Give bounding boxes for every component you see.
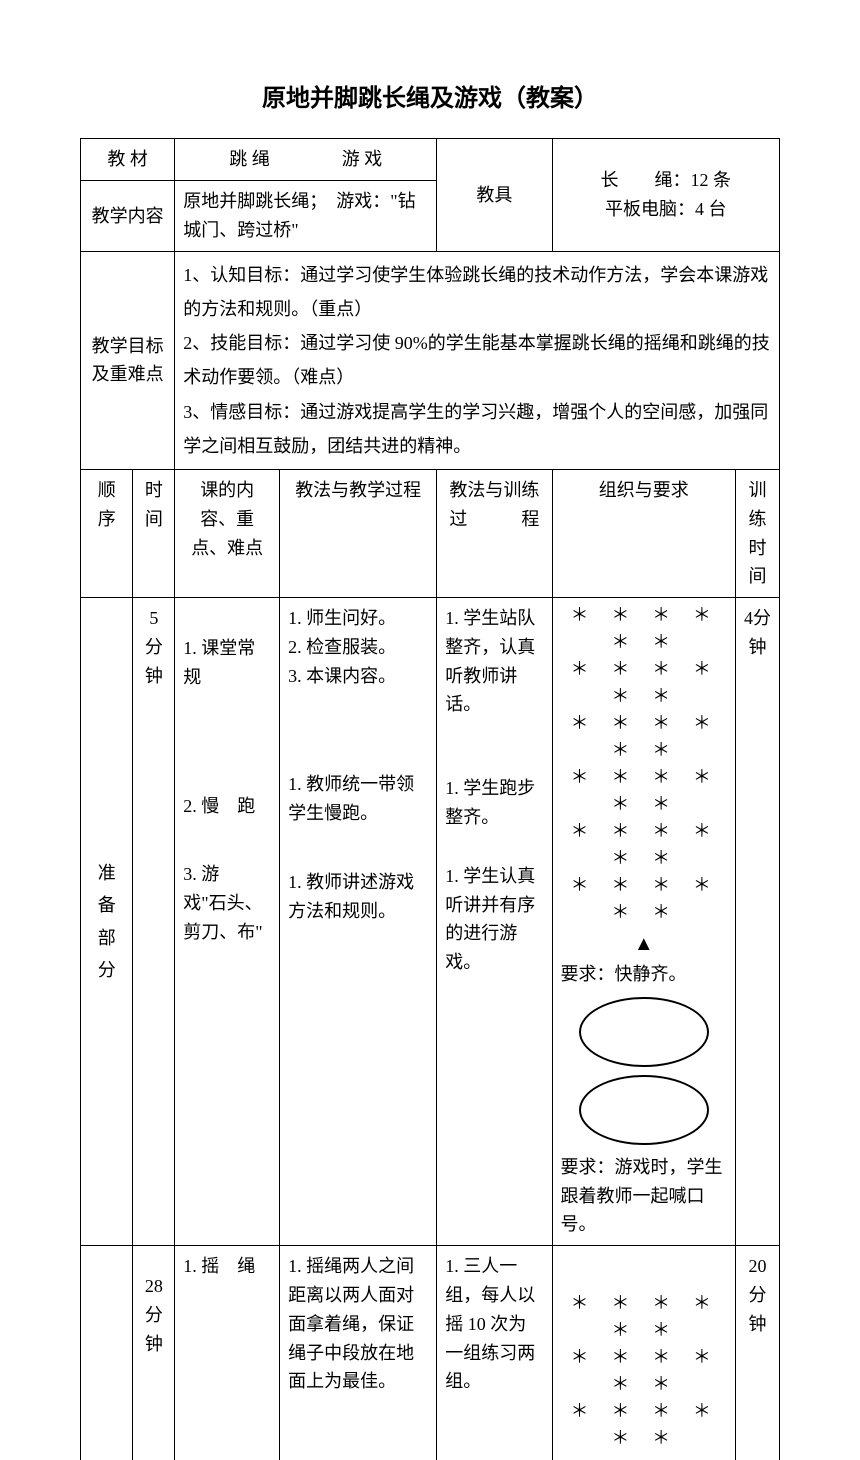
ellipse-shape bbox=[579, 1075, 709, 1145]
equipment-label: 教具 bbox=[437, 139, 552, 251]
prep-content: 1. 课堂常规 2. 慢 跑 3. 游 戏"石头、剪刀、布" bbox=[175, 598, 280, 1246]
prep-seq: 准备部分 bbox=[81, 598, 133, 1246]
main-content: 1. 摇 绳 bbox=[175, 1246, 280, 1460]
goals-label: 教学目标及重难点 bbox=[81, 251, 175, 469]
prep-training: 1. 学生站队整齐，认真听教师讲话。 1. 学生跑步整齐。 1. 学生认真听讲并… bbox=[437, 598, 552, 1246]
material-content: 跳 绳 游 戏 bbox=[175, 139, 437, 181]
lesson-plan-table: 教 材 跳 绳 游 戏 教具 长 绳：12 条 平板电脑：4 台 教学内容 原地… bbox=[80, 138, 780, 1460]
main-train-time: 20分钟 bbox=[735, 1246, 779, 1460]
prep-time: 5分钟 bbox=[133, 598, 175, 1246]
main-teaching: 1. 摇绳两人之间距离以两人面对面拿着绳，保证绳子中段放在地面上为最佳。 bbox=[280, 1246, 437, 1460]
main-seq bbox=[81, 1246, 133, 1460]
main-time: 28分钟 bbox=[133, 1246, 175, 1460]
equipment-content: 长 绳：12 条 平板电脑：4 台 bbox=[552, 139, 779, 251]
col-teaching: 教法与教学过程 bbox=[280, 469, 437, 597]
req-text-2: 要求：游戏时，学生跟着教师一起喊口号。 bbox=[561, 1153, 727, 1239]
col-seq: 顺序 bbox=[81, 469, 133, 597]
teacher-position-icon: ▲ bbox=[561, 928, 727, 960]
ellipse-shape bbox=[579, 997, 709, 1067]
req-text-1: 要求：快静齐。 bbox=[561, 960, 727, 989]
formation-stars: ＊ ＊ ＊ ＊ ＊ ＊ ＊ ＊ ＊ ＊ ＊ ＊ ＊ ＊ ＊ ＊ ＊ ＊ ＊ ＊ … bbox=[561, 604, 727, 928]
material-label: 教 材 bbox=[81, 139, 175, 181]
prep-train-time: 4分钟 bbox=[735, 598, 779, 1246]
col-org: 组织与要求 bbox=[552, 469, 735, 597]
goals-content: 1、认知目标：通过学习使学生体验跳长绳的技术动作方法，学会本课游戏的方法和规则。… bbox=[175, 251, 780, 469]
page-title: 原地并脚跳长绳及游戏（教案） bbox=[80, 80, 780, 118]
prep-teaching: 1. 师生问好。 2. 检查服装。 3. 本课内容。 1. 教师统一带领学生慢跑… bbox=[280, 598, 437, 1246]
formation-stars-main: ＊ ＊ ＊ ＊ ＊ ＊ ＊ ＊ ＊ ＊ ＊ ＊ ＊ ＊ ＊ ＊ ＊ ＊ bbox=[561, 1292, 727, 1454]
main-org: ＊ ＊ ＊ ＊ ＊ ＊ ＊ ＊ ＊ ＊ ＊ ＊ ＊ ＊ ＊ ＊ ＊ ＊ bbox=[552, 1246, 735, 1460]
teaching-content-value: 原地并脚跳长绳； 游戏："钻城门、跨过桥" bbox=[175, 181, 437, 252]
col-training: 教法与训练过 程 bbox=[437, 469, 552, 597]
col-content: 课的内容、重点、难点 bbox=[175, 469, 280, 597]
teaching-content-label: 教学内容 bbox=[81, 181, 175, 252]
running-path-diagram bbox=[561, 997, 727, 1145]
col-time: 时间 bbox=[133, 469, 175, 597]
prep-org: ＊ ＊ ＊ ＊ ＊ ＊ ＊ ＊ ＊ ＊ ＊ ＊ ＊ ＊ ＊ ＊ ＊ ＊ ＊ ＊ … bbox=[552, 598, 735, 1246]
main-training: 1. 三人一组，每人以摇 10 次为一组练习两组。 bbox=[437, 1246, 552, 1460]
col-train-time: 训练时间 bbox=[735, 469, 779, 597]
